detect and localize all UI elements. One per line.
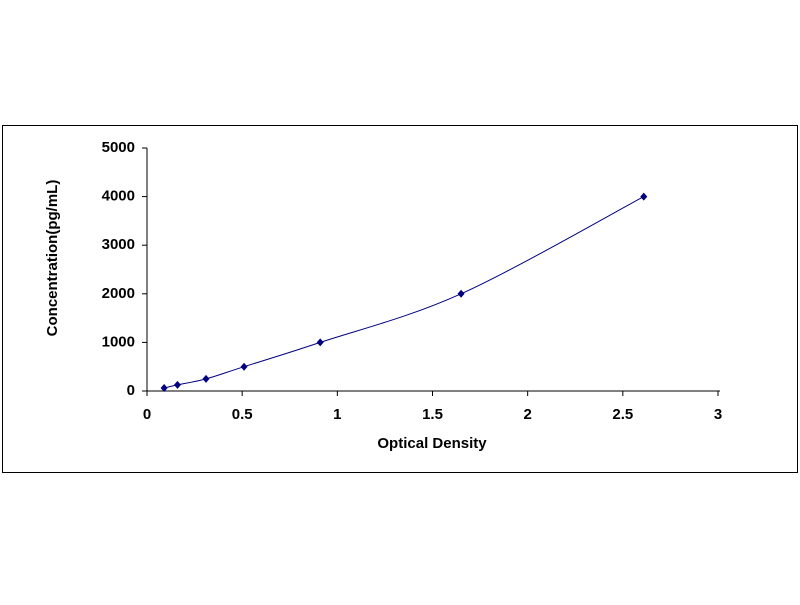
x-tick-label: 0 [143,406,151,423]
curve [164,196,645,389]
x-tick-label: 0.5 [232,406,253,423]
x-axis-title: Optical Density [377,435,487,452]
y-tick-label: 1000 [102,333,135,350]
data-point [173,380,181,389]
data-point [160,383,168,392]
data-point [640,192,648,201]
y-tick-label: 5000 [102,139,135,156]
data-point [316,338,324,347]
chart-frame [2,125,798,473]
y-tick-label: 4000 [102,188,135,205]
y-axis-title: Concentration(pg/mL) [44,180,61,337]
data-point [202,374,210,383]
x-tick-label: 1 [333,406,341,423]
x-tick-label: 3 [714,406,722,423]
data-point [457,289,465,298]
y-tick-label: 2000 [102,285,135,302]
x-tick-label: 1.5 [422,406,443,423]
data-point [240,362,248,371]
x-tick-label: 2 [523,406,531,423]
x-tick-label: 2.5 [612,406,633,423]
y-tick-label: 0 [127,382,135,399]
y-tick-label: 3000 [102,236,135,253]
